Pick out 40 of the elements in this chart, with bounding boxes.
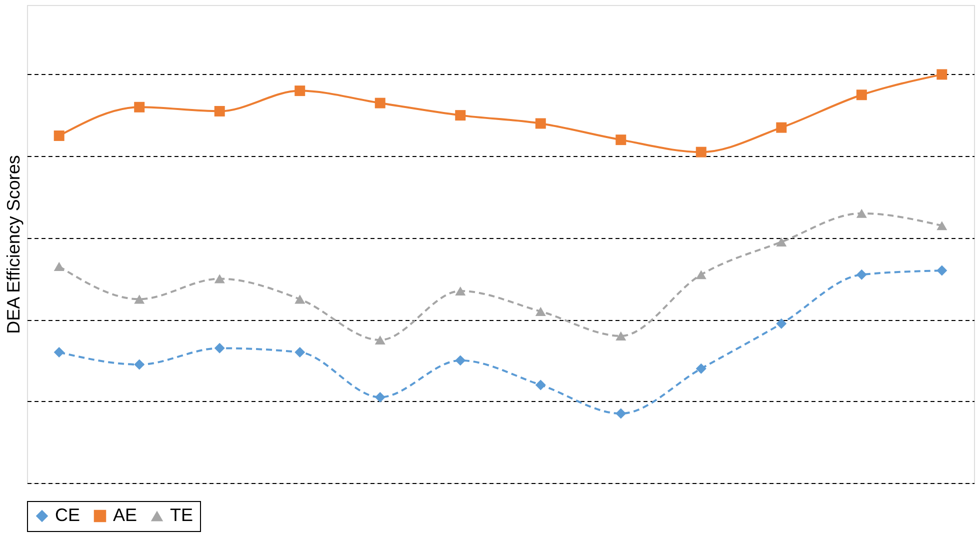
point <box>696 363 706 374</box>
point <box>134 359 145 370</box>
point <box>294 86 306 96</box>
point <box>54 262 64 272</box>
point <box>776 237 787 246</box>
point <box>535 306 546 316</box>
point <box>214 106 225 116</box>
point <box>776 122 787 133</box>
point <box>856 90 867 100</box>
point <box>374 335 386 345</box>
point <box>455 286 466 296</box>
point <box>535 380 546 390</box>
legend-label: AE <box>113 505 138 525</box>
point <box>455 355 466 366</box>
point <box>936 69 948 80</box>
point <box>214 342 225 354</box>
point <box>214 274 225 284</box>
legend-label: CE <box>55 505 80 525</box>
point <box>374 392 386 402</box>
point <box>936 221 948 230</box>
point <box>616 134 626 146</box>
y-axis-title: DEA Efficiency Scores <box>4 155 24 334</box>
point <box>54 130 64 141</box>
point <box>856 269 867 280</box>
point <box>134 102 145 112</box>
legend-label: TE <box>170 505 194 525</box>
point <box>856 208 867 218</box>
point <box>294 347 306 358</box>
point <box>616 408 626 419</box>
point <box>294 294 306 304</box>
point <box>696 146 706 158</box>
point <box>134 294 145 304</box>
point <box>535 118 546 129</box>
point <box>374 98 386 108</box>
point <box>455 110 466 121</box>
point <box>776 318 787 329</box>
point <box>696 270 706 280</box>
point <box>936 265 948 276</box>
point <box>616 331 626 340</box>
point <box>54 347 64 358</box>
